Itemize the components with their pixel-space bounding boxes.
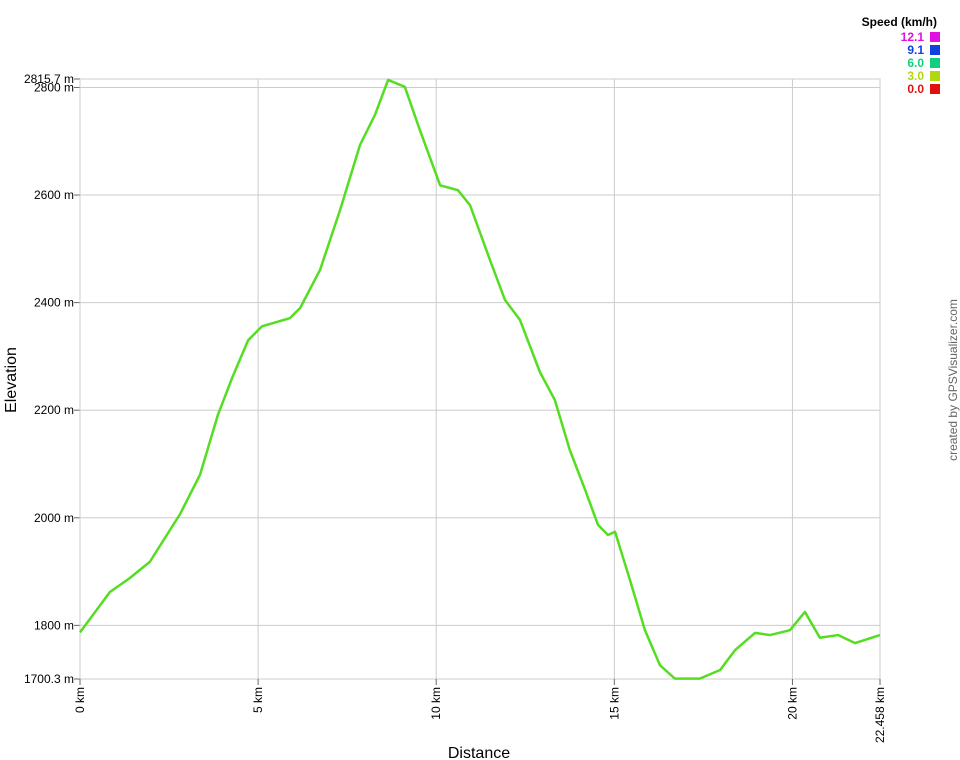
y-tick-label: 2200 m	[34, 403, 74, 417]
x-tick-label: 5 km	[251, 687, 265, 713]
plot-area	[79, 78, 881, 680]
x-tick-label: 20 km	[785, 687, 799, 720]
y-tick-label: 2800 m	[34, 80, 74, 94]
x-tick-label: 0 km	[73, 687, 87, 713]
x-tick-label: 22.458 km	[873, 687, 887, 743]
legend-label: 3.0	[907, 69, 924, 83]
y-tick-label: 2000 m	[34, 511, 74, 525]
y-tick-label: 2600 m	[34, 188, 74, 202]
legend-swatch	[930, 71, 940, 81]
y-tick-label: 1800 m	[34, 618, 74, 632]
y-tick-label: 2400 m	[34, 296, 74, 310]
legend-label: 12.1	[901, 30, 925, 44]
credit: created by GPSVisualizer.com	[946, 299, 960, 461]
legend-swatch	[930, 84, 940, 94]
x-tick-label: 10 km	[429, 687, 443, 720]
legend-swatch	[930, 58, 940, 68]
legend-label: 9.1	[907, 43, 924, 57]
x-axis-label: Distance	[448, 745, 510, 760]
y-tick-label: 2815.7 m	[24, 72, 74, 86]
legend-swatch	[930, 32, 940, 42]
x-tick-label: 15 km	[607, 687, 621, 720]
legend-label: 0.0	[907, 82, 924, 96]
elevation-line	[78, 78, 881, 680]
legend-label: 6.0	[907, 56, 924, 70]
legend-swatch	[930, 45, 940, 55]
y-axis-label: Elevation	[3, 347, 20, 413]
legend-title: Speed (km/h)	[862, 15, 937, 29]
y-tick-label: 1700.3 m	[24, 672, 74, 686]
